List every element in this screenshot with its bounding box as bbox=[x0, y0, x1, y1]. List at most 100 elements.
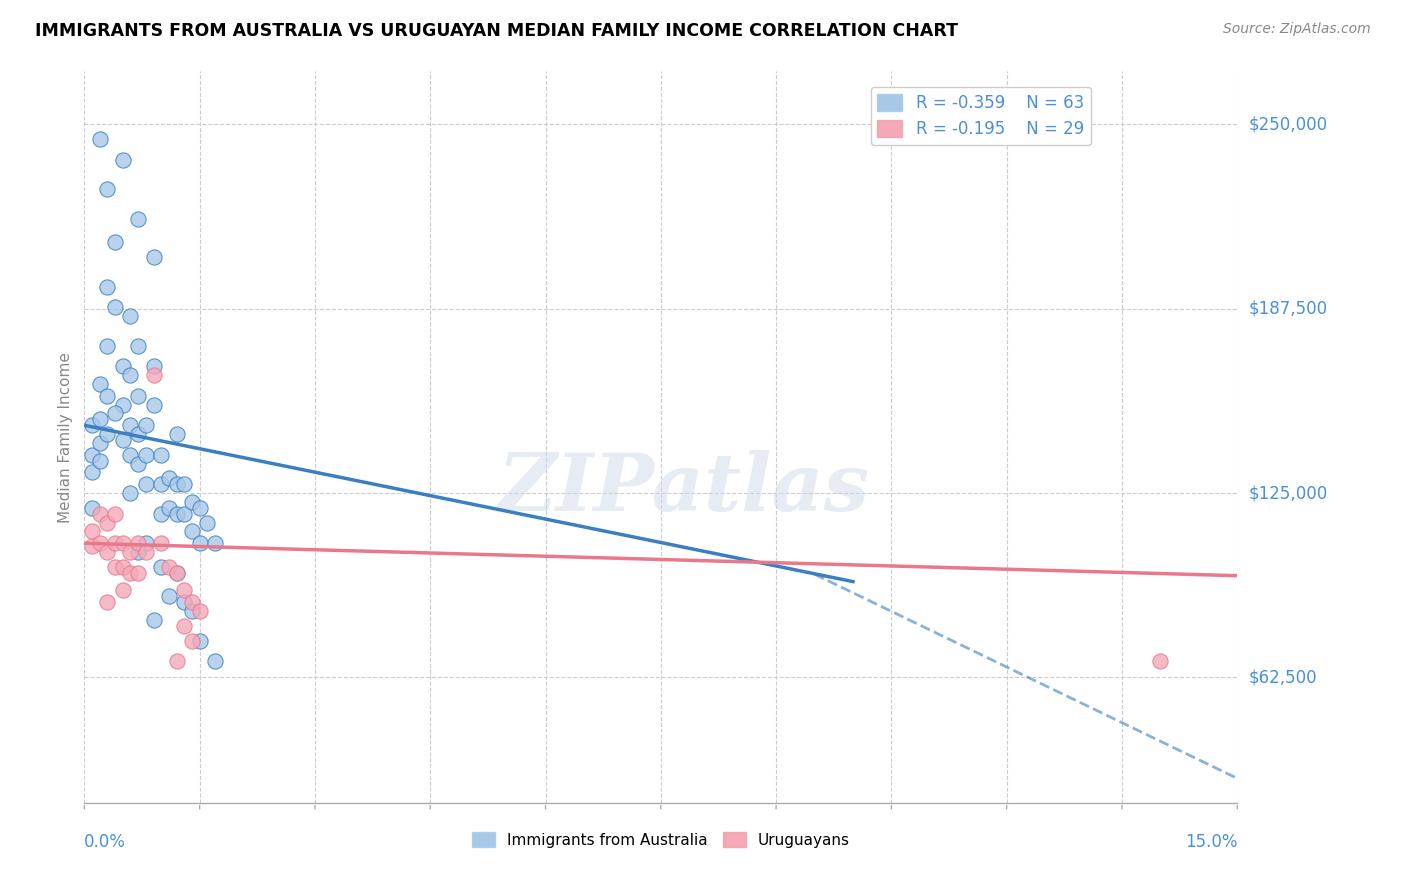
Point bbox=[188, 536, 211, 550]
Point bbox=[150, 559, 173, 574]
Point bbox=[135, 477, 157, 491]
Point bbox=[173, 507, 195, 521]
Point bbox=[204, 536, 226, 550]
Point bbox=[111, 398, 134, 412]
Point bbox=[96, 339, 118, 353]
Point bbox=[157, 500, 180, 515]
Text: $62,500: $62,500 bbox=[1249, 668, 1317, 687]
Point bbox=[166, 427, 188, 442]
Point bbox=[127, 457, 149, 471]
Point bbox=[157, 559, 180, 574]
Point bbox=[127, 389, 149, 403]
Text: $250,000: $250,000 bbox=[1249, 115, 1327, 134]
Point bbox=[166, 507, 188, 521]
Point bbox=[89, 412, 111, 426]
Text: IMMIGRANTS FROM AUSTRALIA VS URUGUAYAN MEDIAN FAMILY INCOME CORRELATION CHART: IMMIGRANTS FROM AUSTRALIA VS URUGUAYAN M… bbox=[35, 22, 957, 40]
Point bbox=[104, 536, 127, 550]
Point bbox=[157, 590, 180, 604]
Point bbox=[166, 566, 188, 580]
Text: Source: ZipAtlas.com: Source: ZipAtlas.com bbox=[1223, 22, 1371, 37]
Point bbox=[96, 427, 118, 442]
Point bbox=[89, 453, 111, 467]
Point bbox=[150, 477, 173, 491]
Point bbox=[127, 339, 149, 353]
Point bbox=[135, 448, 157, 462]
Point bbox=[96, 279, 118, 293]
Point bbox=[188, 604, 211, 618]
Point bbox=[104, 407, 127, 421]
Point bbox=[166, 477, 188, 491]
Point bbox=[150, 507, 173, 521]
Point bbox=[142, 613, 165, 627]
Point bbox=[173, 595, 195, 609]
Point bbox=[96, 389, 118, 403]
Point bbox=[96, 595, 118, 609]
Point bbox=[111, 153, 134, 167]
Point bbox=[135, 545, 157, 559]
Point bbox=[142, 250, 165, 264]
Point bbox=[166, 566, 188, 580]
Point bbox=[188, 500, 211, 515]
Point bbox=[127, 211, 149, 226]
Point bbox=[96, 182, 118, 196]
Point bbox=[127, 566, 149, 580]
Point bbox=[89, 436, 111, 450]
Point bbox=[120, 368, 142, 383]
Point bbox=[195, 516, 218, 530]
Point bbox=[120, 309, 142, 323]
Point bbox=[173, 477, 195, 491]
Text: $187,500: $187,500 bbox=[1249, 300, 1327, 318]
Point bbox=[80, 524, 103, 539]
Point bbox=[150, 536, 173, 550]
Point bbox=[104, 235, 127, 250]
Point bbox=[80, 466, 103, 480]
Point bbox=[89, 132, 111, 146]
Point bbox=[127, 536, 149, 550]
Point bbox=[142, 398, 165, 412]
Point bbox=[127, 545, 149, 559]
Text: $125,000: $125,000 bbox=[1249, 484, 1327, 502]
Point bbox=[89, 536, 111, 550]
Point bbox=[142, 359, 165, 374]
Point bbox=[166, 654, 188, 668]
Point bbox=[1149, 654, 1171, 668]
Point bbox=[135, 536, 157, 550]
Point bbox=[181, 633, 204, 648]
Point bbox=[173, 583, 195, 598]
Point bbox=[181, 495, 204, 509]
Point bbox=[120, 418, 142, 433]
Point bbox=[188, 633, 211, 648]
Point bbox=[104, 301, 127, 315]
Point bbox=[120, 448, 142, 462]
Point bbox=[127, 427, 149, 442]
Point bbox=[111, 559, 134, 574]
Point bbox=[104, 507, 127, 521]
Point bbox=[181, 595, 204, 609]
Point bbox=[96, 545, 118, 559]
Legend: Immigrants from Australia, Uruguayans: Immigrants from Australia, Uruguayans bbox=[465, 825, 856, 854]
Text: 15.0%: 15.0% bbox=[1185, 833, 1237, 851]
Point bbox=[150, 448, 173, 462]
Point bbox=[181, 524, 204, 539]
Point bbox=[111, 536, 134, 550]
Point bbox=[80, 539, 103, 553]
Point bbox=[111, 359, 134, 374]
Point bbox=[157, 471, 180, 485]
Point bbox=[135, 418, 157, 433]
Point bbox=[80, 418, 103, 433]
Point bbox=[173, 619, 195, 633]
Y-axis label: Median Family Income: Median Family Income bbox=[58, 351, 73, 523]
Text: 0.0%: 0.0% bbox=[84, 833, 127, 851]
Point bbox=[120, 486, 142, 500]
Point bbox=[120, 545, 142, 559]
Point bbox=[104, 559, 127, 574]
Point bbox=[89, 376, 111, 391]
Text: ZIPatlas: ZIPatlas bbox=[498, 450, 870, 527]
Point bbox=[120, 566, 142, 580]
Point bbox=[89, 507, 111, 521]
Point bbox=[96, 516, 118, 530]
Point bbox=[80, 500, 103, 515]
Point bbox=[142, 368, 165, 383]
Point bbox=[111, 583, 134, 598]
Point bbox=[111, 433, 134, 447]
